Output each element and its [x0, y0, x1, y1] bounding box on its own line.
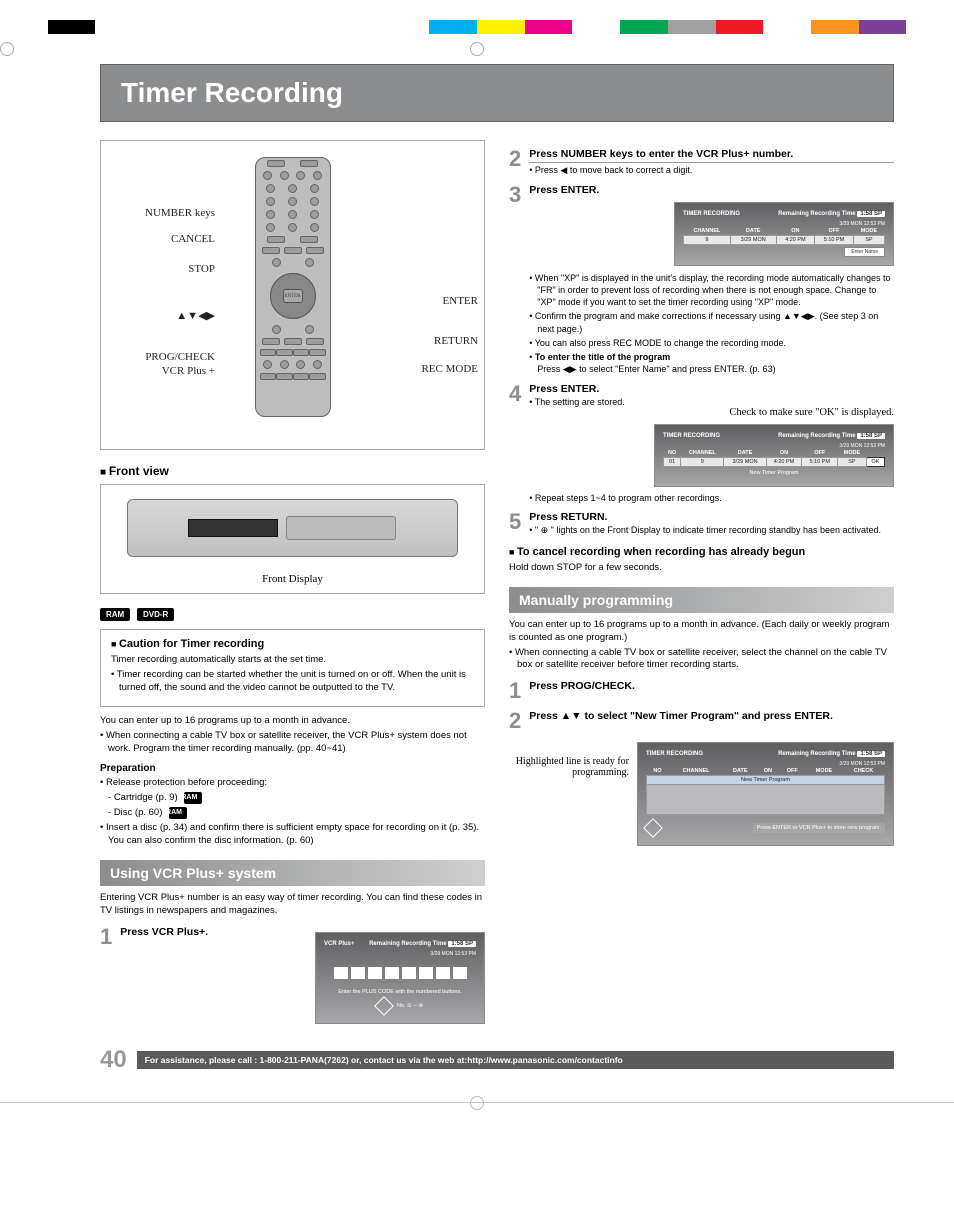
right-column: 2 Press NUMBER keys to enter the VCR Plu…: [509, 140, 894, 1028]
crop-marks-bottom: [0, 1102, 954, 1103]
s5-title: Press RETURN.: [529, 511, 894, 523]
cancel-body: Hold down STOP for a few seconds.: [509, 562, 894, 575]
vcrplus-step1: 1 Press VCR Plus+. VCR Plus+ Remaining R…: [100, 926, 485, 1024]
intro-b2: Release protection before proceeding:: [100, 777, 485, 790]
intro-p1: You can enter up to 16 programs up to a …: [100, 715, 350, 726]
caution-title: Caution for Timer recording: [111, 638, 474, 650]
media-badges: RAM DVD-R: [100, 608, 485, 621]
s4-note: The setting are stored.: [529, 397, 894, 407]
label-enter: ENTER: [443, 295, 478, 307]
s5-note: " ⊕ " lights on the Front Display to ind…: [529, 525, 894, 536]
intro-text: You can enter up to 16 programs up to a …: [100, 715, 485, 847]
intro-d1: Cartridge (p. 9) RAM: [100, 792, 485, 805]
manual-intro: You can enter up to 16 programs up to a …: [509, 619, 894, 672]
page-number: 40: [100, 1046, 127, 1074]
s4-title: Press ENTER.: [529, 383, 894, 395]
s4-annotation: Check to make sure "OK" is displayed.: [529, 407, 894, 418]
step4: 4 Press ENTER. The setting are stored. C…: [509, 383, 894, 503]
step3: 3 Press ENTER. TIMER RECORDING Remaining…: [509, 184, 894, 375]
vcrplus-intro: Entering VCR Plus+ number is an easy way…: [100, 892, 485, 918]
step5: 5 Press RETURN. " ⊕ " lights on the Fron…: [509, 511, 894, 536]
label-number-keys: NUMBER keys: [105, 207, 215, 219]
front-display-caption: Front Display: [109, 573, 476, 585]
left-column: ENTER NUMBER keys CANCEL STOP ▲▼◀▶ PROG/…: [100, 140, 485, 1028]
manual-step2: 2 Press ▲▼ to select "New Timer Program"…: [509, 710, 894, 732]
page-footer: 40 For assistance, please call : 1-800-2…: [100, 1046, 894, 1074]
step-number: 1: [100, 926, 112, 948]
label-recmode: REC MODE: [421, 363, 478, 375]
label-return: RETURN: [434, 335, 478, 347]
page-content: Timer Recording ENTER: [0, 64, 954, 1094]
vcrplus-banner: Using VCR Plus+ system: [100, 860, 485, 886]
label-stop: STOP: [105, 263, 215, 275]
step2: 2 Press NUMBER keys to enter the VCR Plu…: [509, 148, 894, 176]
color-registration-bar: [0, 20, 954, 34]
badge-dvdr: DVD-R: [137, 608, 174, 621]
intro-d2: Disc (p. 60) RAM: [100, 807, 485, 820]
osd-step4: TIMER RECORDING Remaining Recording Time…: [654, 424, 894, 487]
label-progcheck: PROG/CHECK: [105, 351, 215, 363]
caution-line1: Timer recording automatically starts at …: [111, 654, 326, 665]
vcrplus-s1-title: Press VCR Plus+.: [120, 926, 307, 938]
remote-diagram: ENTER NUMBER keys CANCEL STOP ▲▼◀▶ PROG/…: [100, 140, 485, 450]
manual-osd: TIMER RECORDING Remaining Recording Time…: [637, 742, 894, 846]
remote-body: ENTER: [255, 157, 331, 417]
cancel-heading: To cancel recording when recording has a…: [509, 546, 894, 558]
s4-note-b: Repeat steps 1~4 to program other record…: [529, 493, 894, 503]
intro-b3: Insert a disc (p. 34) and confirm there …: [100, 822, 485, 848]
s2-note: Press ◀ to move back to correct a digit.: [529, 165, 894, 176]
vcrplus-osd1: VCR Plus+ Remaining Recording Time 1:58 …: [315, 932, 485, 1024]
label-vcrplus: VCR Plus +: [105, 365, 215, 377]
caution-bullet1: Timer recording can be started whether t…: [111, 669, 474, 695]
badge-ram: RAM: [100, 608, 130, 621]
page-title: Timer Recording: [100, 64, 894, 122]
manual-banner: Manually programming: [509, 587, 894, 613]
front-device: [127, 499, 457, 557]
footer-assistance: For assistance, please call : 1-800-211-…: [137, 1051, 894, 1069]
intro-b1: When connecting a cable TV box or satell…: [100, 730, 485, 756]
manual-step1: 1 Press PROG/CHECK.: [509, 680, 894, 702]
manual-annotation: Highlighted line is ready for programmin…: [509, 736, 629, 778]
crop-marks-top: [0, 34, 954, 64]
osd-step3: TIMER RECORDING Remaining Recording Time…: [674, 202, 894, 266]
s3-notes: When "XP" is displayed in the unit's dis…: [529, 272, 894, 375]
s3-title: Press ENTER.: [529, 184, 894, 196]
prep-heading: Preparation: [100, 762, 485, 776]
s2-title: Press NUMBER keys to enter the VCR Plus+…: [529, 148, 894, 163]
front-view-diagram: Front Display: [100, 484, 485, 594]
front-view-heading: Front view: [100, 464, 485, 478]
caution-box: Caution for Timer recording Timer record…: [100, 629, 485, 707]
label-cancel: CANCEL: [105, 233, 215, 245]
manual-osd-wrap: Highlighted line is ready for programmin…: [509, 736, 894, 846]
label-arrows: ▲▼◀▶: [105, 309, 215, 322]
